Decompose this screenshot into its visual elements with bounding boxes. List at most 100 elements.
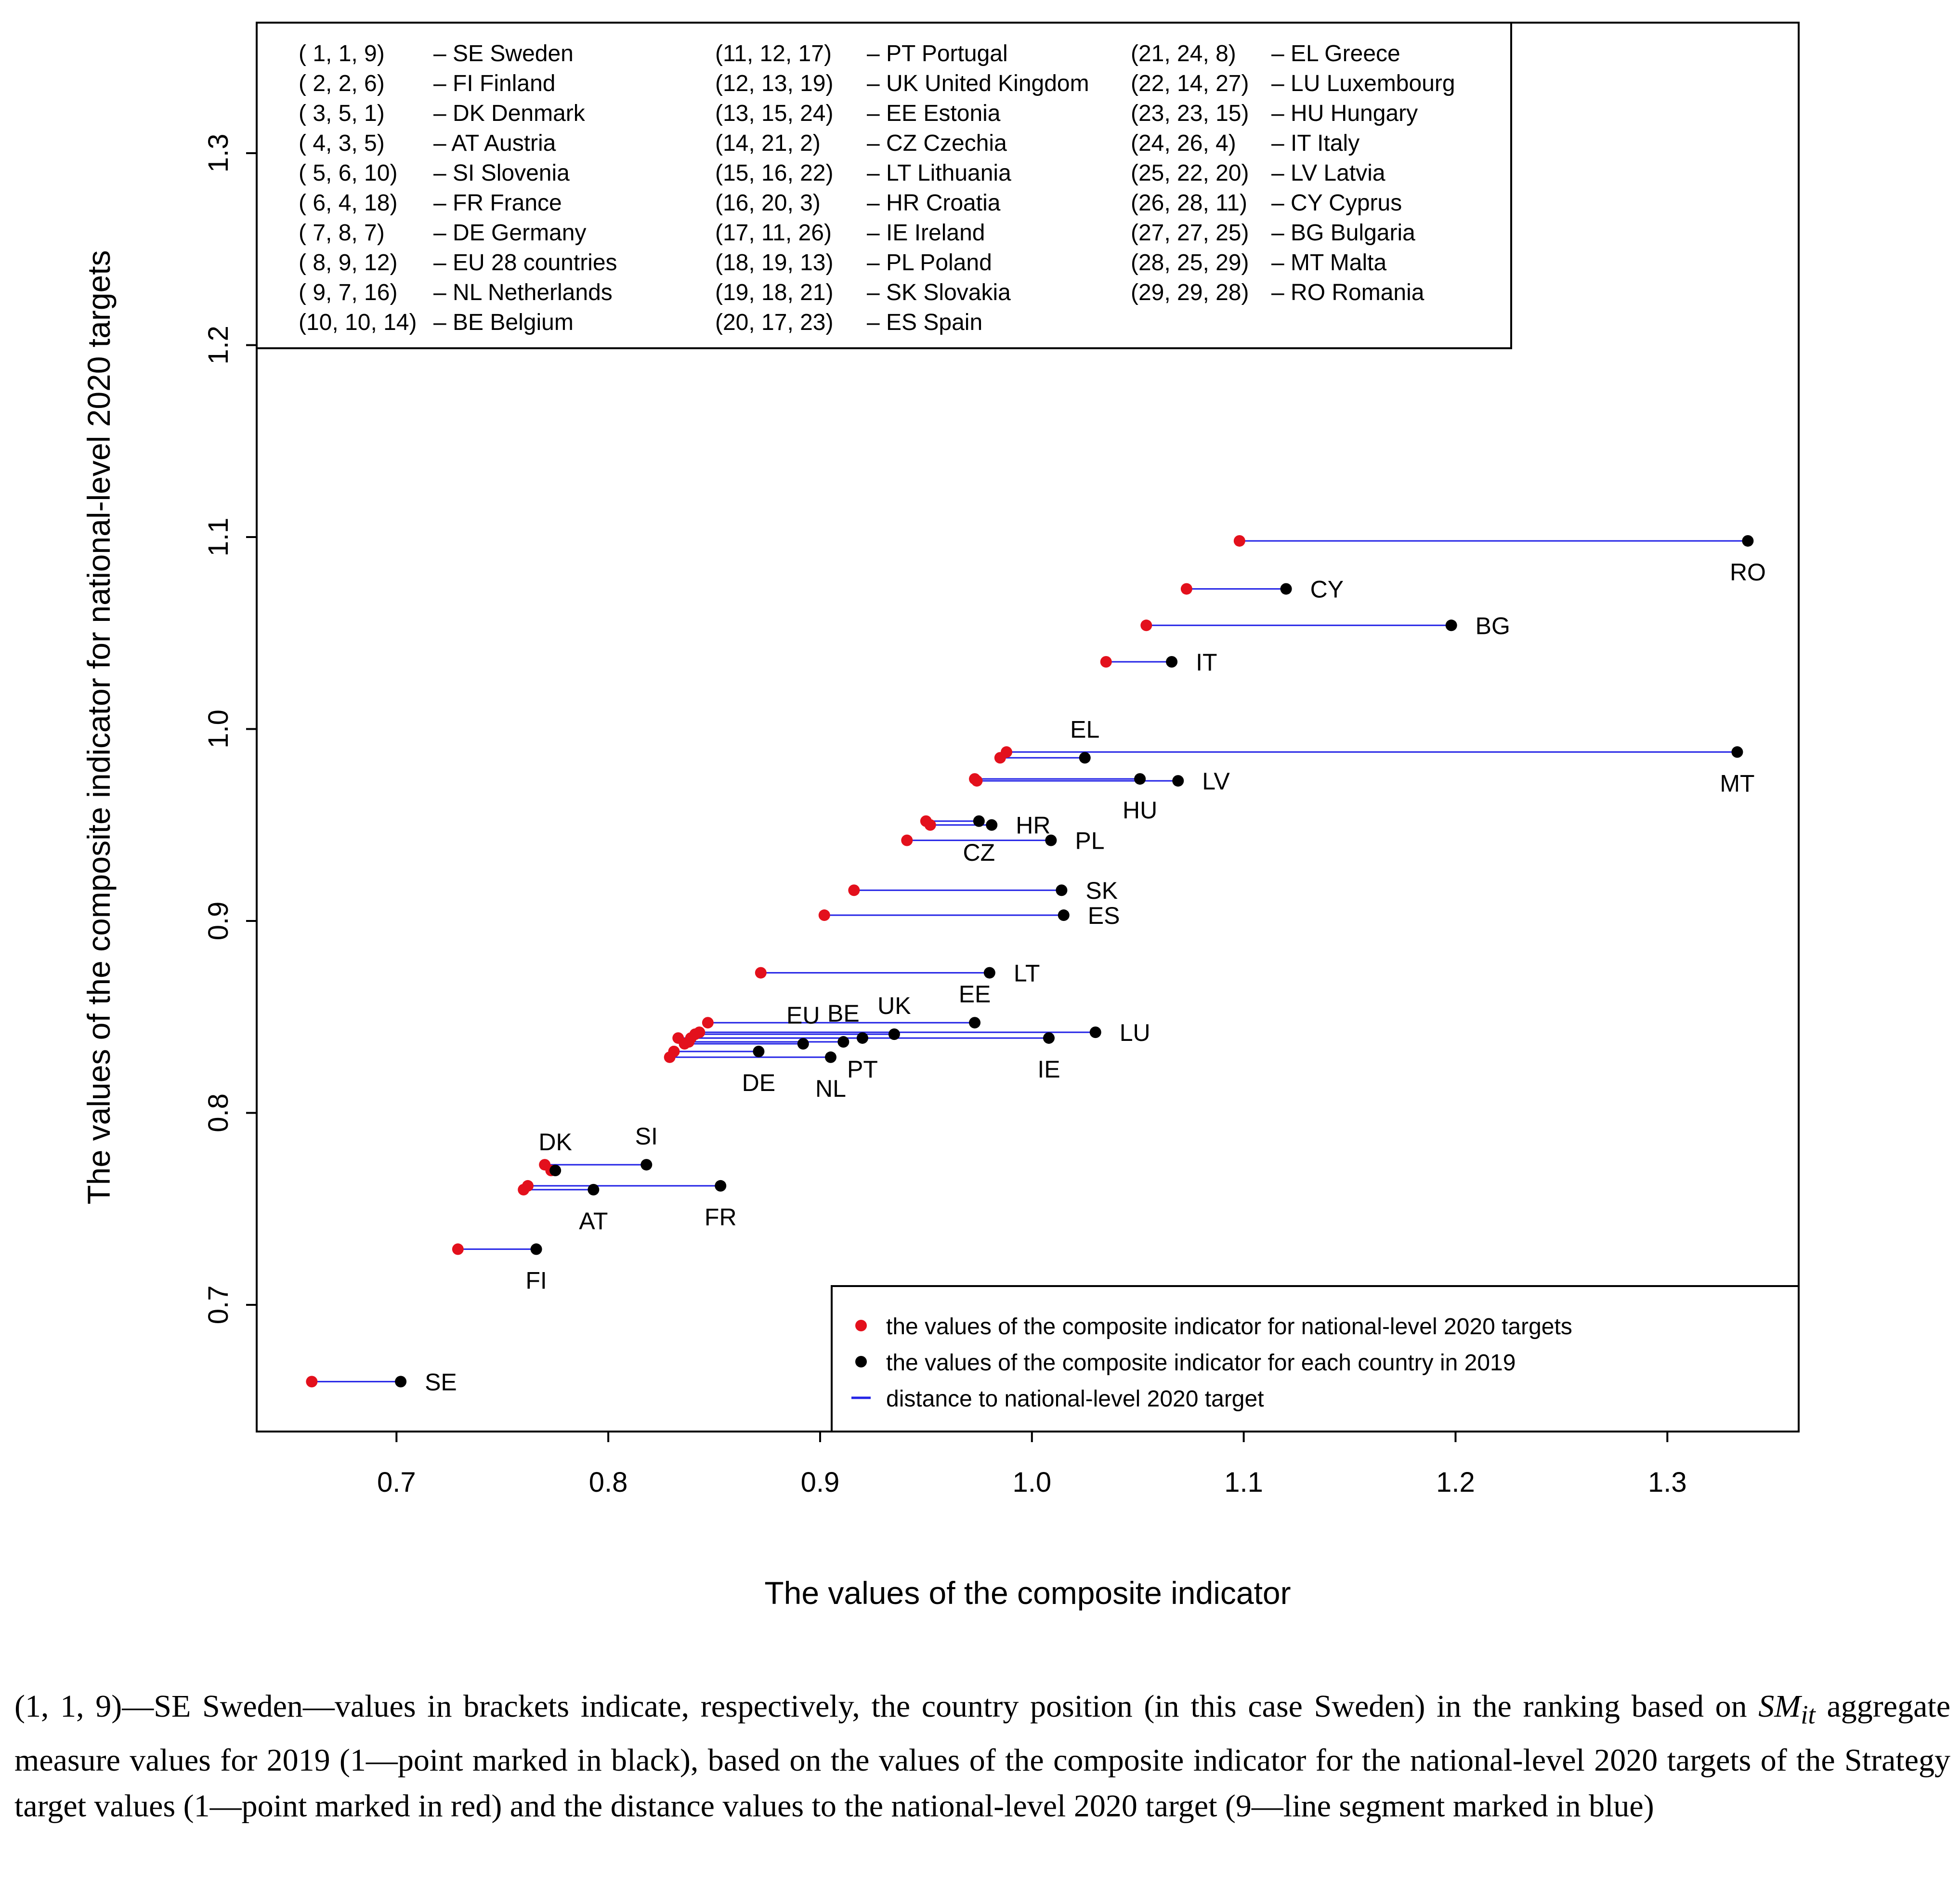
point-label-cy: CY: [1310, 576, 1344, 603]
legend-frame: [831, 1285, 1800, 1432]
key-ranks: (19, 18, 21): [715, 280, 833, 305]
key-country: – EU 28 countries: [433, 250, 617, 276]
point-label-eu: EU: [786, 1002, 820, 1029]
target-point-es: [818, 909, 830, 921]
figure-caption: (1, 1, 9)—SE Sweden—values in brackets i…: [14, 1683, 1950, 1829]
country-key: ( 1, 1, 9) – SE Sweden ( 2, 2, 6) – FI Finl…: [256, 22, 1512, 349]
x-tick-label: 1.2: [1436, 1467, 1475, 1498]
key-country: – PT Portugal: [867, 41, 1008, 66]
y-tick-label: 0.7: [203, 1286, 234, 1325]
point-label-pt: PT: [847, 1056, 878, 1083]
actual-point-nl: [824, 1051, 836, 1063]
point-label-at: AT: [579, 1208, 608, 1235]
actual-point-el: [1079, 752, 1091, 764]
actual-point-de: [753, 1045, 765, 1057]
key-country: – EE Estonia: [867, 101, 1001, 126]
key-ranks: (12, 13, 19): [715, 71, 833, 96]
key-ranks: ( 2, 2, 6): [299, 71, 385, 96]
point-label-ee: EE: [959, 981, 991, 1008]
point-label-sk: SK: [1085, 877, 1118, 904]
key-country: – SK Slovakia: [867, 280, 1011, 305]
target-point-si: [539, 1159, 551, 1171]
point-label-dk: DK: [538, 1129, 572, 1156]
point-label-fi: FI: [525, 1267, 547, 1294]
key-country: – DE Germany: [433, 220, 586, 246]
legend-actual-label: the values of the composite indicator fo…: [886, 1350, 1516, 1376]
point-label-lt: LT: [1014, 960, 1040, 987]
key-country: – RO Romania: [1271, 280, 1424, 305]
key-country: – PL Poland: [867, 250, 992, 276]
key-country: – HR Croatia: [867, 190, 1001, 216]
key-ranks: (18, 19, 13): [715, 250, 833, 276]
key-ranks: ( 3, 5, 1): [299, 101, 385, 126]
caption-math-subscript: it: [1801, 1700, 1816, 1730]
key-ranks: (22, 14, 27): [1131, 71, 1249, 96]
legend-target-marker: [855, 1320, 867, 1331]
target-point-bg: [1140, 619, 1152, 631]
key-ranks: ( 5, 6, 10): [299, 160, 397, 186]
target-point-ee: [702, 1017, 714, 1029]
legend-distance-label: distance to national-level 2020 target: [886, 1386, 1264, 1412]
target-point-it: [1100, 656, 1112, 668]
key-ranks: (25, 22, 20): [1131, 160, 1249, 186]
key-ranks: (29, 29, 28): [1131, 280, 1249, 305]
target-point-pl: [901, 834, 913, 846]
actual-point-pl: [1045, 834, 1057, 846]
key-country: – CY Cyprus: [1271, 190, 1402, 216]
key-country: – NL Netherlands: [433, 280, 613, 305]
y-tick-label: 1.1: [203, 518, 234, 557]
point-label-si: SI: [635, 1123, 658, 1150]
actual-point-hu: [1134, 773, 1146, 785]
key-country: – LV Latvia: [1271, 160, 1385, 186]
point-label-mt: MT: [1720, 770, 1754, 797]
actual-point-lt: [983, 967, 995, 979]
actual-point-fi: [530, 1243, 542, 1255]
actual-point-ee: [969, 1017, 981, 1029]
key-ranks: (21, 24, 8): [1131, 41, 1236, 66]
target-point-nl: [664, 1051, 676, 1063]
key-ranks: (15, 16, 22): [715, 160, 833, 186]
key-ranks: ( 9, 7, 16): [299, 280, 397, 305]
point-label-de: DE: [742, 1069, 775, 1096]
actual-point-it: [1166, 656, 1178, 668]
point-label-fr: FR: [705, 1204, 737, 1231]
actual-point-fr: [715, 1180, 727, 1192]
caption-part1: (1, 1, 9)—SE Sweden—values in brackets i…: [14, 1689, 1759, 1724]
actual-point-cy: [1280, 583, 1292, 595]
point-label-nl: NL: [815, 1075, 846, 1102]
caption-part2: aggregate measure values for 2019 (1—poi…: [14, 1689, 1950, 1824]
key-ranks: (10, 10, 14): [299, 310, 417, 335]
target-point-fi: [452, 1243, 464, 1255]
key-ranks: (27, 27, 25): [1131, 220, 1249, 246]
key-country: – CZ Czechia: [867, 131, 1007, 156]
actual-point-sk: [1056, 884, 1068, 896]
legend-actual-marker: [855, 1356, 867, 1367]
point-label-it: IT: [1196, 649, 1217, 676]
target-point-lv: [971, 775, 983, 787]
key-ranks: (11, 12, 17): [715, 41, 832, 66]
x-tick-label: 0.9: [801, 1467, 840, 1498]
key-country: – BE Belgium: [433, 310, 574, 335]
target-point-lt: [755, 967, 767, 979]
y-tick-label: 1.2: [203, 326, 234, 365]
target-point-cz: [920, 815, 932, 827]
key-ranks: (20, 17, 23): [715, 310, 833, 335]
actual-point-uk: [888, 1028, 900, 1040]
actual-point-lv: [1172, 775, 1184, 787]
key-country: – LU Luxembourg: [1271, 71, 1455, 96]
y-tick-label: 1.3: [203, 134, 234, 173]
key-ranks: ( 8, 9, 12): [299, 250, 397, 276]
x-tick-label: 1.1: [1224, 1467, 1263, 1498]
legend: the values of the composite indicator fo…: [831, 1285, 1800, 1432]
actual-point-eu: [797, 1038, 809, 1050]
point-label-hr: HR: [1016, 812, 1050, 839]
actual-point-si: [640, 1159, 653, 1171]
key-country: – ES Spain: [867, 310, 982, 335]
key-ranks: (14, 21, 2): [715, 131, 821, 156]
target-point-cy: [1180, 583, 1192, 595]
caption-math: SM: [1758, 1689, 1801, 1724]
actual-point-cz: [973, 815, 985, 827]
point-label-se: SE: [425, 1368, 457, 1395]
actual-point-mt: [1731, 746, 1743, 758]
